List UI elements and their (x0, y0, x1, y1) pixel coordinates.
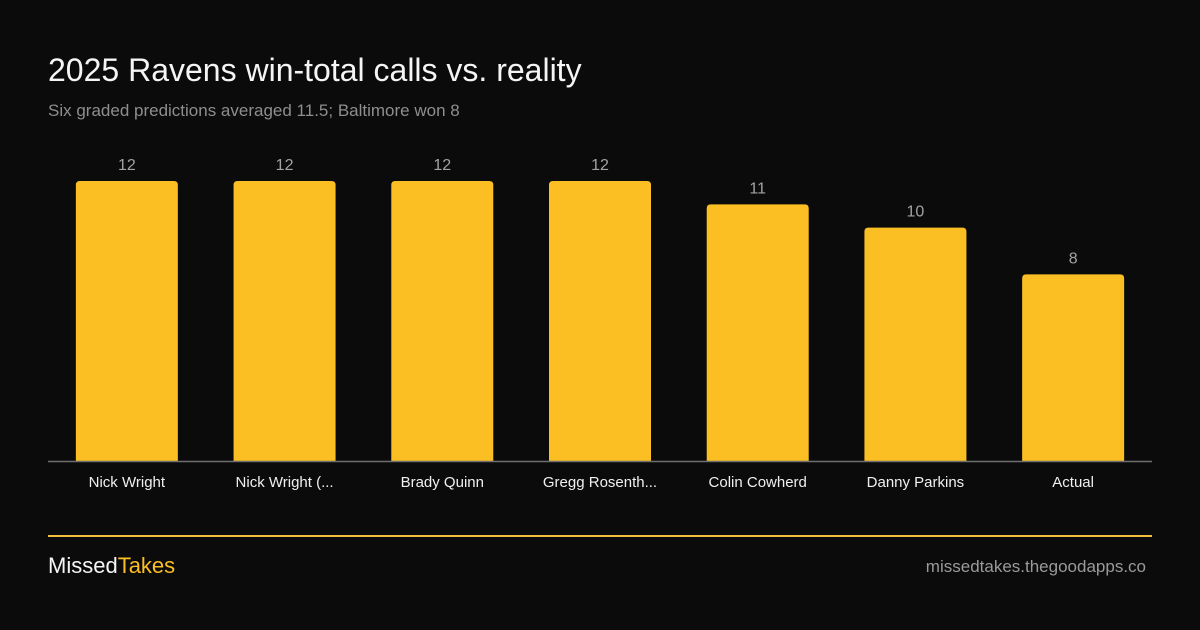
bar (391, 181, 494, 461)
category-label: Gregg Rosenth... (543, 474, 657, 491)
category-label: Danny Parkins (867, 474, 965, 491)
footer-divider (48, 535, 1152, 537)
category-label: Actual (1052, 474, 1094, 491)
chart-title: 2025 Ravens win-total calls vs. reality (48, 52, 582, 88)
bar (549, 181, 651, 461)
bar-chart: 12 Nick Wright 12 Nick Wright (... 12 Brady Q… (48, 157, 1152, 491)
data-label: 8 (1069, 250, 1078, 267)
data-label: 12 (433, 157, 451, 174)
category-label: Nick Wright (89, 474, 166, 491)
bar (1022, 274, 1125, 461)
site-url: missedtakes.thegoodapps.co (925, 557, 1146, 576)
category-label: Brady Quinn (401, 474, 484, 491)
bar (75, 181, 178, 461)
data-label: 10 (907, 204, 925, 221)
data-label: 12 (276, 157, 294, 174)
brand-logo-part1: Missed (48, 553, 118, 578)
bar (233, 181, 336, 461)
chart-subtitle: Six graded predictions averaged 11.5; Ba… (48, 101, 460, 120)
brand-logo-part2: Takes (117, 553, 176, 578)
data-label: 12 (591, 157, 609, 174)
data-label: 11 (749, 180, 766, 197)
category-label: Nick Wright (... (236, 474, 334, 491)
brand-logo: MissedTakes (48, 553, 175, 579)
bar (864, 227, 967, 461)
category-label: Colin Cowherd (709, 474, 807, 491)
bar (706, 204, 809, 462)
data-label: 12 (118, 157, 136, 174)
